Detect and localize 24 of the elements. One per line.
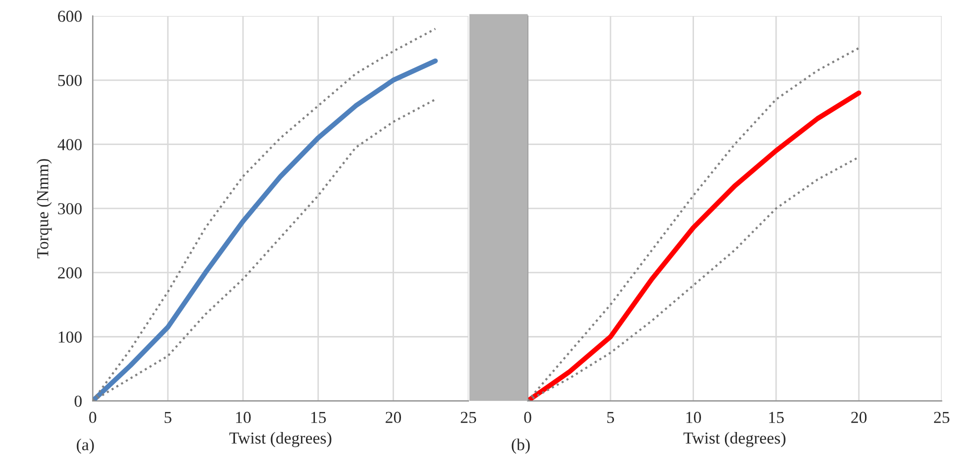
y-tick-label: 100 [58, 331, 82, 343]
y-tick-label: 0 [74, 396, 82, 407]
x-tick-label: 10 [686, 412, 701, 424]
y-tick-label: 200 [58, 267, 82, 279]
y-tick-label: 600 [58, 10, 82, 22]
x-tick-label: 5 [164, 412, 172, 424]
x-tick-label: 10 [236, 412, 251, 424]
x-tick-label: 20 [386, 412, 401, 424]
x-axis-title: Twist (degrees) [229, 432, 332, 448]
x-tick-label: 0 [89, 412, 96, 424]
y-tick-label: 500 [58, 74, 82, 86]
x-tick-label: 25 [460, 412, 476, 424]
x-tick-label: 20 [851, 412, 867, 424]
x-tick-label: 5 [607, 412, 614, 424]
y-tick-label: 400 [58, 138, 82, 150]
y-tick-label: 300 [58, 203, 82, 214]
x-axis-title: Twist (degrees) [684, 432, 786, 448]
text: (b) [512, 438, 530, 454]
text: (a) [76, 438, 94, 454]
x-tick-label: 0 [524, 412, 532, 424]
x-tick-label: 15 [311, 412, 326, 424]
x-tick-label: 25 [934, 412, 950, 424]
x-tick-label: 15 [769, 412, 784, 424]
y-axis-title: Torque (Nmm) [36, 159, 52, 258]
